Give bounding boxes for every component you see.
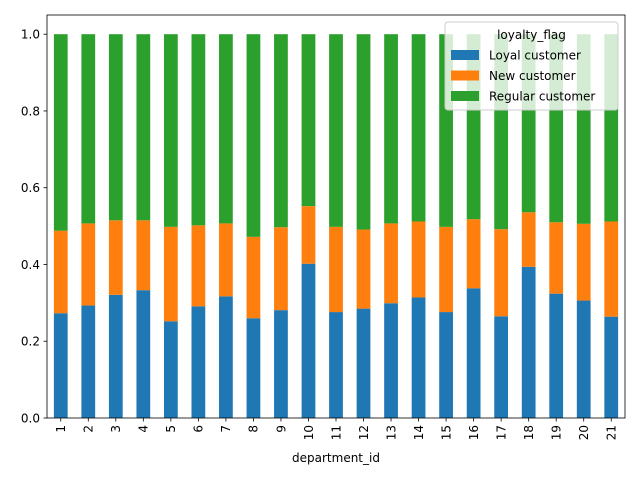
bar-1-series-1 xyxy=(53,230,68,314)
legend: loyalty_flag Loyal customer New customer R… xyxy=(444,21,619,111)
legend-swatch-1 xyxy=(451,70,479,81)
y-tick-label: 0.4 xyxy=(21,258,40,272)
x-tick-label: 4 xyxy=(137,425,151,433)
x-tick-label: 16 xyxy=(467,425,481,440)
x-tick-label: 10 xyxy=(302,425,316,440)
x-axis-label: department_id xyxy=(292,451,380,465)
bar-11-series-1 xyxy=(329,226,343,313)
bar-17-series-1 xyxy=(494,229,509,317)
x-tick-label: 21 xyxy=(605,425,619,440)
x-axis: 1 2 3 4 5 6 7 8 9 10 11 12 13 14 15 16 17 18 19 20 21 xyxy=(54,418,619,440)
legend-swatch-2 xyxy=(451,91,479,101)
x-tick-label: 19 xyxy=(549,425,563,440)
x-tick-label: 13 xyxy=(384,425,398,440)
x-tick-label: 3 xyxy=(109,425,123,433)
bars-group xyxy=(53,34,619,418)
bar-9-series-0 xyxy=(274,310,288,418)
x-tick-label: 9 xyxy=(274,425,288,433)
bar-11-series-0 xyxy=(329,312,343,418)
bar-21-series-0 xyxy=(604,316,619,418)
bar-6-series-0 xyxy=(191,306,206,418)
bar-11-series-2 xyxy=(329,34,343,227)
bar-7-series-1 xyxy=(219,223,233,297)
x-tick-label: 7 xyxy=(219,425,233,433)
bar-16-series-0 xyxy=(466,288,481,418)
bar-12-series-1 xyxy=(356,229,371,309)
bar-4-series-1 xyxy=(136,220,151,291)
bar-1-series-0 xyxy=(53,313,68,418)
bar-10-series-0 xyxy=(301,263,316,418)
bar-3-series-0 xyxy=(108,294,123,418)
bar-7-series-2 xyxy=(219,34,233,224)
bar-9-series-2 xyxy=(274,34,288,228)
bar-17-series-0 xyxy=(494,316,509,418)
bar-10-series-1 xyxy=(301,206,316,264)
bar-5-series-0 xyxy=(163,321,178,418)
bar-8-series-1 xyxy=(246,236,261,319)
legend-label-0: Loyal customer xyxy=(489,49,581,63)
bar-2-series-1 xyxy=(81,223,96,306)
legend-label-1: New customer xyxy=(489,69,576,83)
x-tick-label: 20 xyxy=(577,425,591,440)
bar-13-series-2 xyxy=(384,34,398,224)
x-tick-label: 11 xyxy=(329,425,343,440)
bar-20-series-0 xyxy=(576,300,591,418)
x-tick-label: 5 xyxy=(164,425,178,433)
bar-6-series-2 xyxy=(191,34,206,226)
x-tick-label: 2 xyxy=(82,425,96,433)
bar-14-series-1 xyxy=(411,221,426,298)
bar-19-series-1 xyxy=(549,222,564,294)
bar-12-series-2 xyxy=(356,34,371,230)
bar-2-series-2 xyxy=(81,34,96,224)
bar-18-series-0 xyxy=(521,266,536,418)
x-tick-label: 18 xyxy=(522,425,536,440)
x-tick-label: 17 xyxy=(494,425,508,440)
bar-19-series-0 xyxy=(549,293,564,418)
bar-20-series-1 xyxy=(576,223,591,301)
y-tick-label: 0.0 xyxy=(21,411,40,425)
legend-title: loyalty_flag xyxy=(497,28,566,42)
bar-16-series-1 xyxy=(466,219,481,289)
bar-15-series-1 xyxy=(439,226,453,313)
bar-13-series-0 xyxy=(384,303,398,418)
y-tick-label: 0.8 xyxy=(21,104,40,118)
bar-8-series-2 xyxy=(246,34,261,237)
y-tick-label: 0.2 xyxy=(21,335,40,349)
x-tick-label: 14 xyxy=(412,425,426,440)
bar-4-series-0 xyxy=(136,290,151,418)
bar-4-series-2 xyxy=(136,34,151,221)
bar-3-series-1 xyxy=(108,220,123,295)
bar-2-series-0 xyxy=(81,305,96,418)
legend-swatch-0 xyxy=(451,50,479,60)
y-tick-label: 1.0 xyxy=(21,27,40,41)
bar-18-series-1 xyxy=(521,212,536,267)
bar-8-series-0 xyxy=(246,318,261,418)
bar-3-series-2 xyxy=(108,34,123,221)
x-tick-label: 8 xyxy=(247,425,261,433)
bar-9-series-1 xyxy=(274,227,288,311)
bar-5-series-1 xyxy=(163,226,178,322)
bar-13-series-1 xyxy=(384,223,398,304)
x-tick-label: 6 xyxy=(192,425,206,433)
bar-6-series-1 xyxy=(191,225,206,307)
bar-14-series-0 xyxy=(411,297,426,418)
legend-label-2: Regular customer xyxy=(489,90,595,104)
x-tick-label: 15 xyxy=(439,425,453,440)
bar-21-series-1 xyxy=(604,221,619,317)
y-axis: 0.0 0.2 0.4 0.6 0.8 1.0 xyxy=(21,27,47,425)
bar-15-series-0 xyxy=(439,312,453,418)
bar-7-series-0 xyxy=(219,296,233,418)
x-tick-label: 1 xyxy=(54,425,68,433)
bar-5-series-2 xyxy=(163,34,178,227)
legend-box xyxy=(444,21,619,111)
bar-14-series-2 xyxy=(411,34,426,222)
x-tick-label: 12 xyxy=(357,425,371,440)
bar-10-series-2 xyxy=(301,34,316,207)
bar-12-series-0 xyxy=(356,308,371,418)
bar-1-series-2 xyxy=(53,34,68,231)
y-tick-label: 0.6 xyxy=(21,181,40,195)
